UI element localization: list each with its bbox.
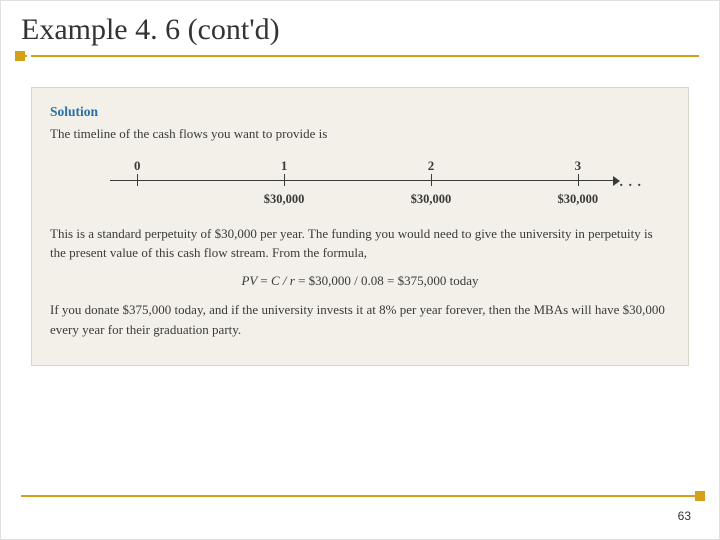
formula-lhs: PV [241, 273, 257, 288]
solution-intro: The timeline of the cash flows you want … [50, 124, 670, 144]
timeline-ellipsis: . . . [620, 172, 643, 193]
period-label-0: 0 [134, 156, 141, 176]
value-label-3: $30,000 [558, 190, 599, 209]
formula-mid: C / r [271, 273, 295, 288]
timeline-axis [110, 180, 614, 181]
content-area: Solution The timeline of the cash flows … [1, 57, 719, 366]
solution-box: Solution The timeline of the cash flows … [31, 87, 689, 366]
formula-result: $375,000 today [398, 273, 479, 288]
period-label-3: 3 [575, 156, 582, 176]
tick-0 [137, 174, 138, 186]
cashflow-timeline: . . . 0 1 $30,000 2 $30,000 3 $30,000 [110, 154, 654, 212]
solution-label: Solution [50, 102, 670, 122]
period-label-2: 2 [428, 156, 435, 176]
solution-paragraph-1: This is a standard perpetuity of $30,000… [50, 224, 670, 263]
pv-formula: PV = C / r = $30,000 / 0.08 = $375,000 t… [50, 271, 670, 291]
tick-3 [578, 174, 579, 186]
bottom-rule [21, 495, 699, 497]
solution-paragraph-2: If you donate $375,000 today, and if the… [50, 300, 670, 339]
value-label-2: $30,000 [411, 190, 452, 209]
slide-title: Example 4. 6 (cont'd) [21, 13, 699, 47]
page-number: 63 [678, 509, 691, 523]
formula-calc: $30,000 / 0.08 [309, 273, 384, 288]
top-rule [21, 55, 699, 57]
period-label-1: 1 [281, 156, 288, 176]
eq-3: = [387, 273, 398, 288]
eq-1: = [260, 273, 271, 288]
tick-2 [431, 174, 432, 186]
eq-2: = [298, 273, 309, 288]
tick-1 [284, 174, 285, 186]
value-label-1: $30,000 [264, 190, 305, 209]
